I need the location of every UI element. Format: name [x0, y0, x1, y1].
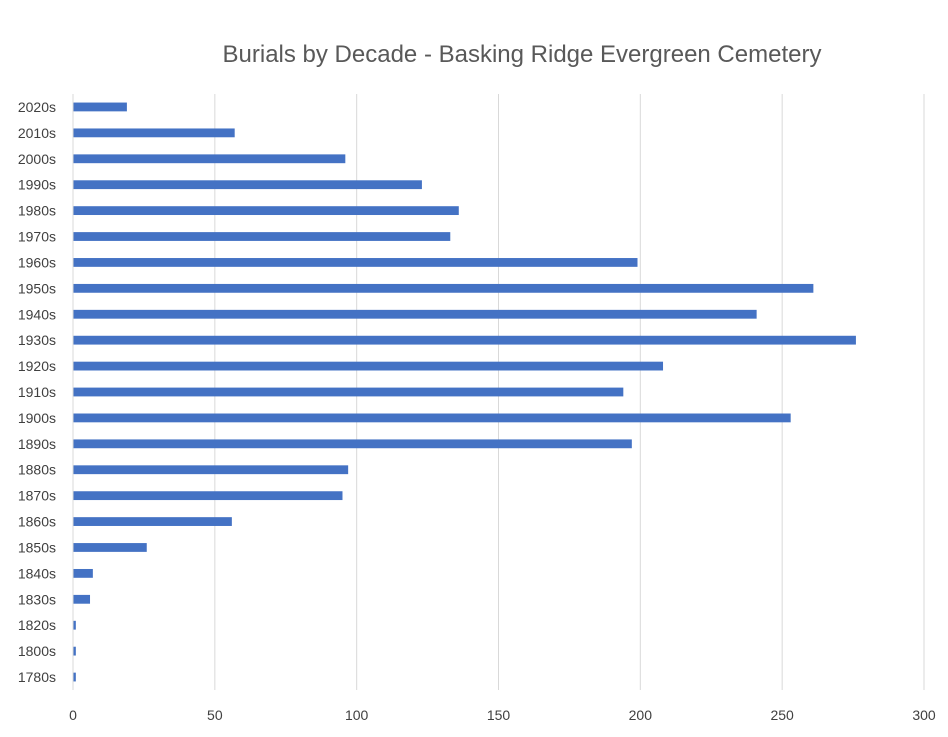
category-label-1910s: 1910s [18, 384, 56, 400]
category-label-2020s: 2020s [18, 99, 56, 115]
category-label-1850s: 1850s [18, 539, 56, 555]
bar-2010s [73, 128, 235, 138]
category-label-1880s: 1880s [18, 462, 56, 478]
x-tick-label-200: 200 [629, 707, 653, 723]
x-tick-label-300: 300 [912, 707, 936, 723]
category-label-1950s: 1950s [18, 280, 56, 296]
bar-2000s [73, 154, 346, 164]
bar-1930s [73, 335, 856, 345]
chart-title: Burials by Decade - Basking Ridge Evergr… [223, 41, 822, 68]
bar-1990s [73, 180, 422, 190]
category-label-1980s: 1980s [18, 203, 56, 219]
bar-1970s [73, 232, 451, 241]
bar-1960s [73, 258, 638, 267]
category-label-1990s: 1990s [18, 177, 56, 193]
category-label-2000s: 2000s [18, 151, 56, 167]
category-label-1840s: 1840s [18, 565, 56, 581]
category-label-1780s: 1780s [18, 669, 56, 685]
bar-1840s [73, 568, 93, 578]
x-tick-label-0: 0 [69, 707, 77, 723]
category-label-1830s: 1830s [18, 591, 56, 607]
category-label-1820s: 1820s [18, 617, 56, 633]
x-tick-label-250: 250 [770, 707, 794, 723]
category-label-1800s: 1800s [18, 643, 56, 659]
bar-1900s [73, 413, 791, 423]
category-label-1870s: 1870s [18, 488, 56, 504]
bar-1870s [73, 491, 343, 501]
bar-1940s [73, 309, 757, 319]
bar-1920s [73, 361, 664, 371]
bar-1880s [73, 465, 349, 475]
bar-1780s [73, 672, 76, 682]
bars [73, 102, 856, 682]
bar-1850s [73, 543, 147, 552]
bar-1890s [73, 439, 632, 449]
x-tick-label-50: 50 [207, 707, 223, 723]
category-label-1960s: 1960s [18, 254, 56, 270]
x-tick-label-100: 100 [345, 707, 369, 723]
x-tick-labels: 0 50 100 150 200 250 300 [69, 707, 936, 723]
bar-1820s [73, 620, 76, 630]
bar-1860s [73, 517, 232, 526]
category-label-1930s: 1930s [18, 332, 56, 348]
category-label-1900s: 1900s [18, 410, 56, 426]
category-label-2010s: 2010s [18, 125, 56, 141]
x-tick-label-150: 150 [487, 707, 511, 723]
bar-1800s [73, 646, 76, 656]
category-label-1940s: 1940s [18, 306, 56, 322]
category-label-1970s: 1970s [18, 229, 56, 245]
bar-2020s [73, 102, 127, 112]
bar-1980s [73, 206, 459, 216]
category-label-1860s: 1860s [18, 514, 56, 530]
bar-1910s [73, 387, 624, 397]
category-label-1890s: 1890s [18, 436, 56, 452]
category-labels: 1780s 1800s 1820s 1830s 1840s 1850s 1860s 1870s… [18, 99, 56, 685]
category-label-1920s: 1920s [18, 358, 56, 374]
bar-1830s [73, 594, 91, 604]
bar-1950s [73, 283, 814, 293]
